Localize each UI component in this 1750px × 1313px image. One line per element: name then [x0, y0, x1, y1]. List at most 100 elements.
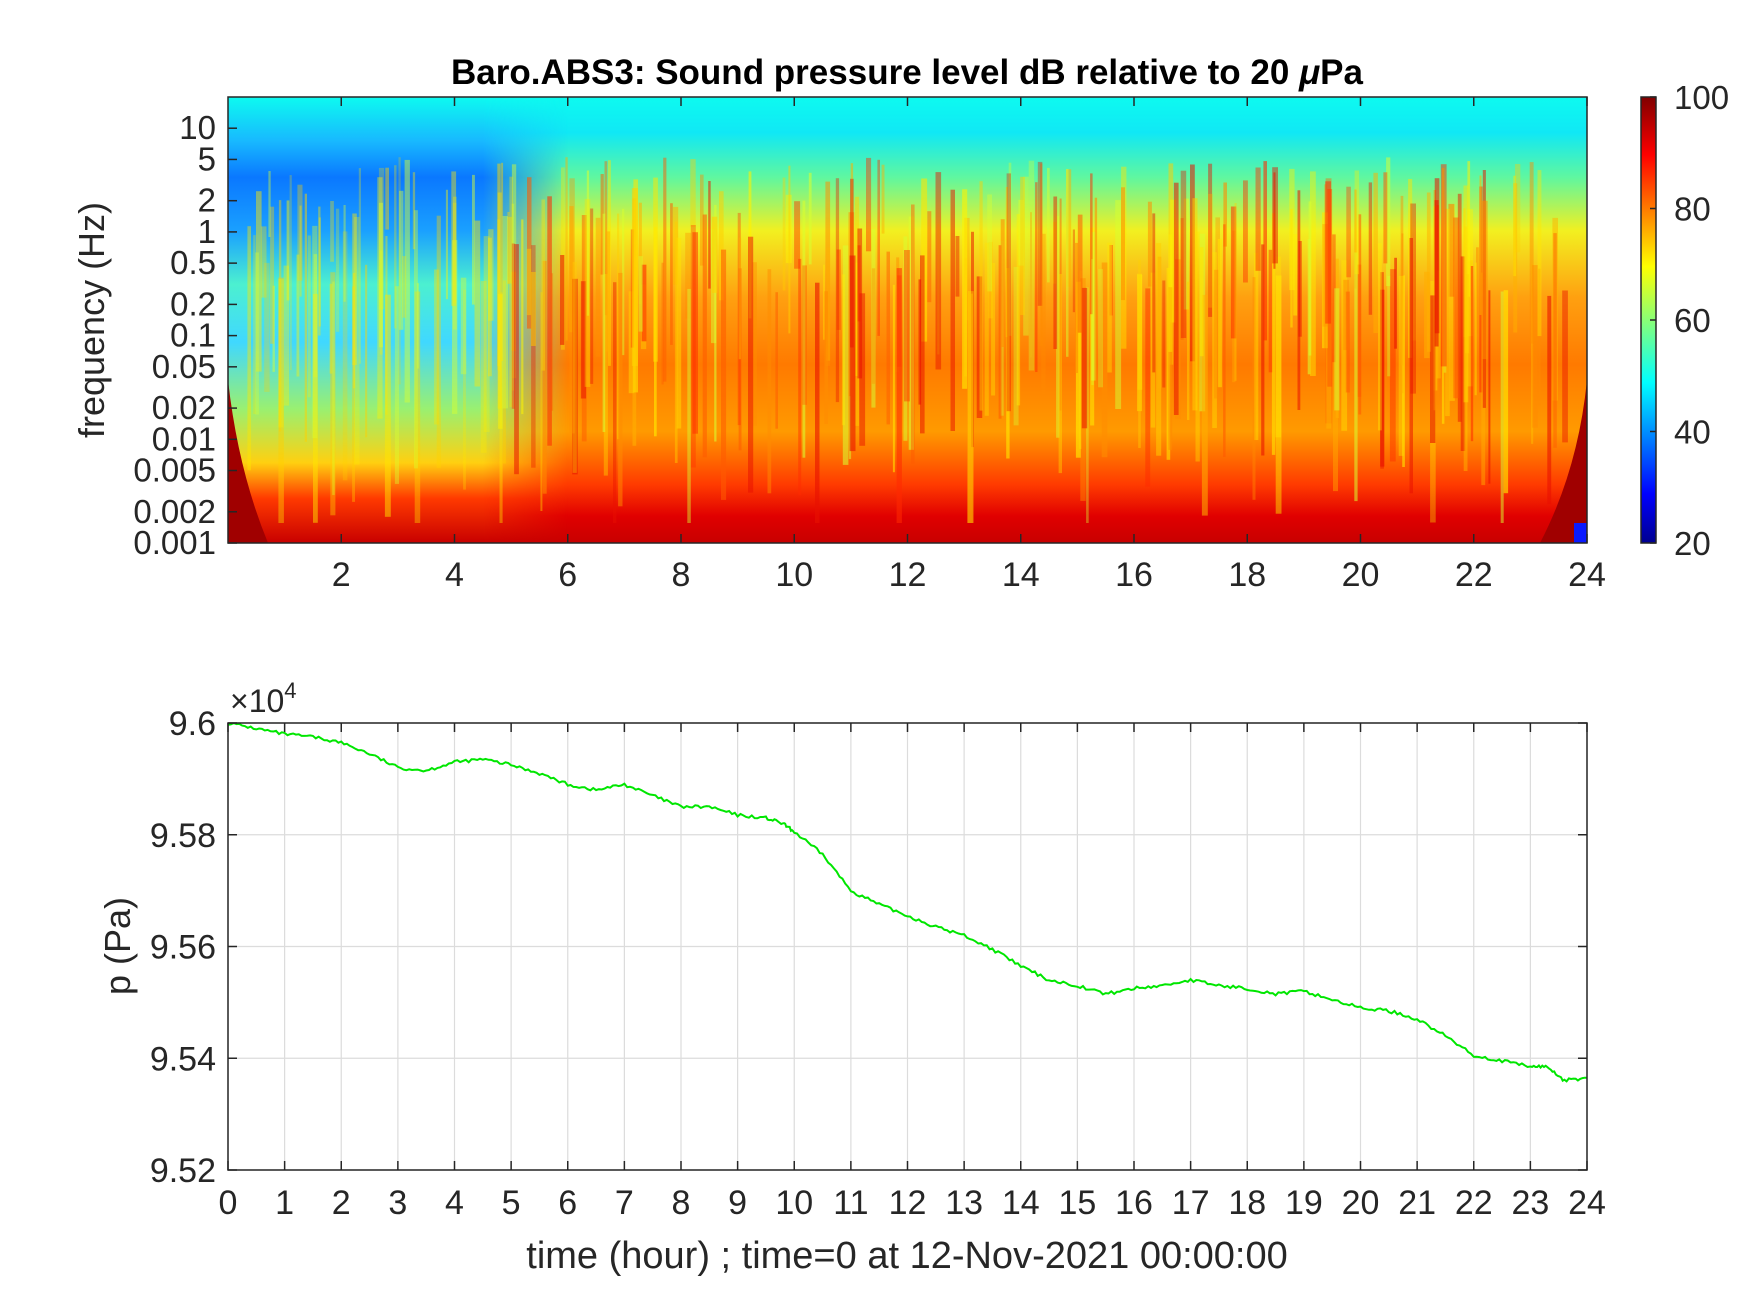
spectrogram-streak [1028, 160, 1035, 371]
spectrogram-streak [618, 272, 623, 507]
spectrogram-streak [247, 226, 251, 471]
spectrogram-streak [1383, 172, 1388, 264]
x-tick-label: 18 [1228, 556, 1266, 594]
spectrogram-streak [255, 252, 259, 415]
spectrogram-streak [1075, 281, 1081, 458]
spectrogram-streak [1424, 271, 1430, 359]
spectrogram-streak [825, 181, 831, 366]
spectrogram-streak [1470, 266, 1474, 442]
spectrogram-streak [1368, 182, 1373, 315]
x-tick-label: 24 [1568, 1184, 1606, 1222]
spectrogram-streak [1386, 157, 1391, 287]
spectrogram-streak [1056, 216, 1060, 438]
pressure-panel: 0 1 2 3 4 5 6 7 8 9 10 11 12 13 14 15 16 17 18 19 20 21 22 23 24… [97, 678, 1606, 1277]
spectrogram-streak [569, 206, 574, 333]
spectrogram-streak [379, 250, 383, 355]
spectrogram-streak [414, 291, 421, 523]
spectrogram-streak [1310, 171, 1316, 376]
spectrogram-streak [507, 216, 512, 284]
spectrogram-streak [855, 262, 859, 376]
spectrogram-streak [329, 283, 333, 374]
spectrogram-streak [841, 274, 845, 426]
spectrogram-streak [871, 268, 876, 384]
spectrogram-streak [283, 265, 289, 406]
spectrogram-streak [474, 220, 481, 387]
spectrogram-streak [1488, 290, 1491, 484]
spectrogram-streak [1445, 208, 1450, 417]
colorbar-tick-label: 60 [1674, 302, 1711, 339]
spectrogram-streak [1037, 161, 1043, 306]
spectrogram-streak [497, 294, 503, 429]
spectrogram-streak [802, 200, 806, 458]
spectrogram-streak [307, 235, 311, 398]
spectrogram-streak [560, 255, 565, 345]
spectrogram-streak [1325, 181, 1332, 324]
spectrogram-streak [1005, 187, 1008, 338]
spectrogram-streak [416, 283, 420, 369]
spectrogram-streak [987, 194, 992, 292]
spectrogram-streak [547, 196, 552, 446]
spectrogram-streak [1201, 294, 1208, 516]
x-tick-label: 3 [388, 1184, 407, 1222]
spectrogram-streak [261, 226, 267, 298]
spectrogram-streak [1145, 288, 1151, 487]
spectrogram-streak [352, 286, 355, 502]
spectrogram-streak [1180, 218, 1184, 340]
spectrogram-streak [738, 268, 742, 451]
spectrogram-streak [460, 277, 467, 375]
spectrogram-streak [1481, 200, 1488, 360]
x-tick-label: 20 [1342, 1184, 1380, 1222]
spectrogram-streak [1332, 234, 1336, 363]
spectrogram-streak [1394, 257, 1397, 349]
spectrogram-streak [835, 178, 840, 403]
spectrogram-streak [1389, 269, 1396, 462]
x-tick-label: 12 [889, 1184, 927, 1222]
spectrogram-streak [702, 214, 707, 458]
spectrogram-streak [278, 277, 284, 523]
y-tick-label: 0.01 [152, 420, 216, 457]
x-tick-label: 9 [728, 1184, 747, 1222]
spectrogram-streak [892, 284, 895, 473]
spectrogram-streak [842, 245, 849, 465]
x-tick-label: 8 [672, 1184, 691, 1222]
spectrogram-streak [1008, 162, 1012, 336]
spectrogram-streak [903, 236, 908, 441]
spectrogram-streak [332, 281, 335, 495]
spectrogram-streak [1537, 170, 1542, 337]
spectrogram-streak [286, 200, 290, 301]
spectrogram-streak [1552, 217, 1558, 401]
spectrogram-streak [1341, 260, 1348, 431]
spectrogram-streak [1532, 265, 1538, 428]
spectrogram-streak [815, 282, 820, 523]
spectrogram-streak [685, 232, 692, 319]
spectrogram-streak [353, 273, 356, 389]
spectrogram-streak [1081, 287, 1088, 429]
x-tick-label: 18 [1228, 1184, 1266, 1222]
spectrogram-streak [1293, 234, 1298, 316]
spectrogram-streak [782, 177, 786, 291]
spectrogram-streak [1254, 252, 1259, 440]
spectrogram-streak [1298, 241, 1302, 337]
spectrogram-streak [565, 157, 568, 341]
spectrogram-streak [1562, 290, 1568, 443]
spectrogram-streak [304, 193, 307, 442]
spectrogram-streak [1086, 287, 1089, 523]
y-tick-label: 0.2 [170, 285, 216, 322]
spectrogram-streak [527, 177, 532, 329]
spectrogram-streak [1013, 266, 1019, 426]
spectrogram-streak [1006, 173, 1011, 412]
pressure-line [228, 723, 1587, 1083]
spectrogram-edge-effects [228, 380, 1587, 543]
spectrogram-streak [1476, 247, 1479, 335]
x-tick-label: 24 [1568, 556, 1606, 594]
spectrogram-streak [463, 289, 466, 490]
spectrogram-streak [511, 243, 515, 409]
spectrogram-streak [1212, 252, 1217, 428]
spectrogram-streak [1409, 238, 1413, 494]
spectrogram-streak [663, 157, 667, 382]
spectrogram-streak [1230, 206, 1237, 339]
spectrogram-streak [918, 279, 922, 405]
spectrogram-streak [1503, 290, 1509, 494]
spectrogram-streak [488, 237, 492, 377]
spectrogram-streak [967, 291, 974, 523]
